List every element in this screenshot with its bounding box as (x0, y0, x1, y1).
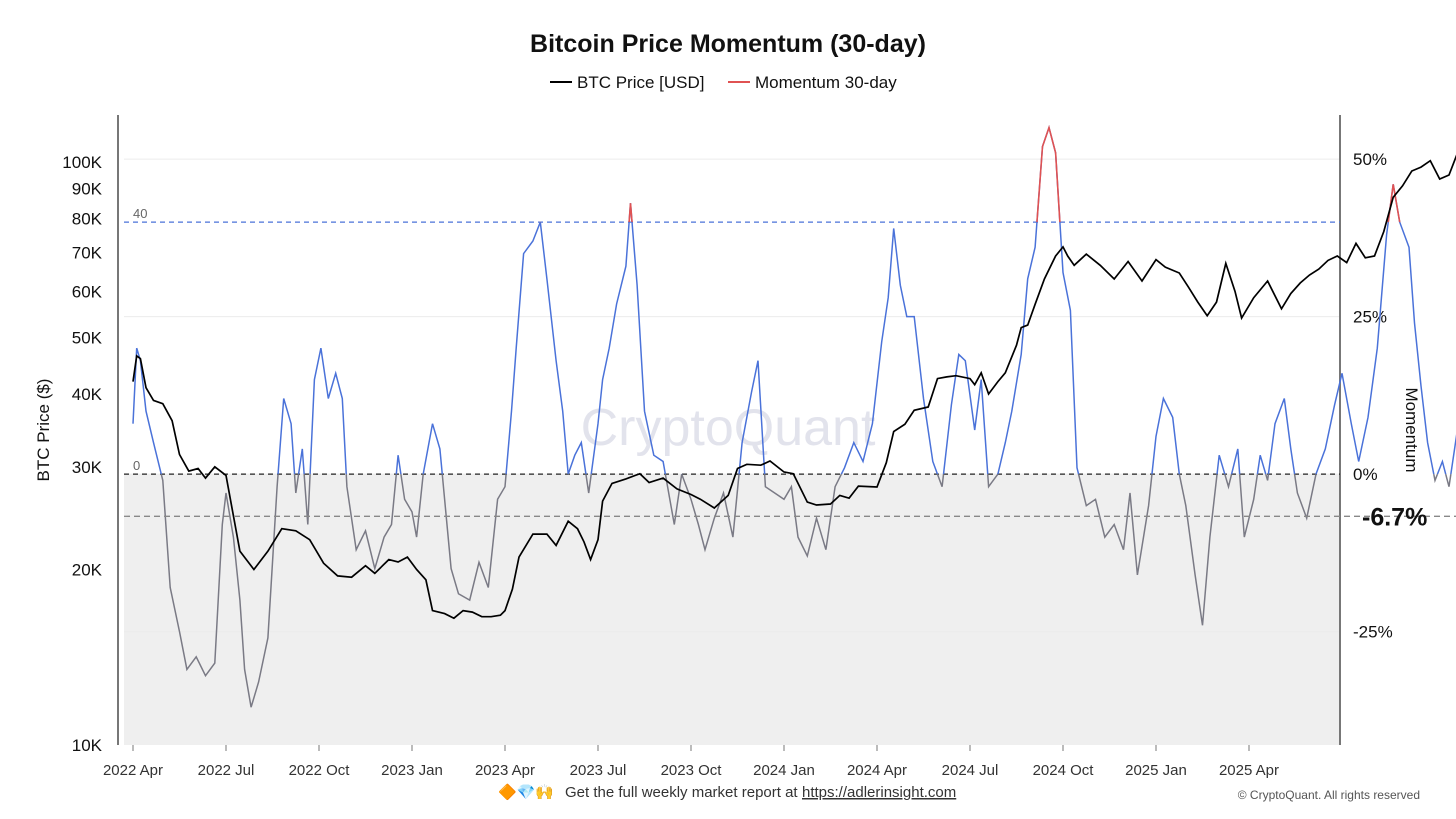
x-tick-label: 2024 Oct (1033, 762, 1095, 779)
chart-title: Bitcoin Price Momentum (30-day) (530, 30, 926, 58)
footer-emoji: 🔶💎🙌 (498, 783, 554, 801)
left-tick-label: 30K (72, 458, 103, 477)
right-axis-ticks: 50% 25% 0% -25% (1353, 150, 1393, 641)
threshold-lines: 40 0 (124, 206, 1340, 475)
x-tick-label: 2022 Jul (198, 762, 255, 779)
x-tick-label: 2024 Apr (847, 762, 907, 779)
left-tick-label: 60K (72, 282, 103, 301)
current-annotation-label: -6.7% (1362, 503, 1427, 531)
right-tick-label: 50% (1353, 150, 1387, 169)
x-tick-label: 2024 Jul (942, 762, 999, 779)
momentum-line-negative (160, 474, 1452, 708)
right-tick-label: -25% (1353, 623, 1393, 642)
left-tick-label: 50K (72, 329, 103, 348)
x-tick-label: 2022 Apr (103, 762, 163, 779)
momentum-series (132, 124, 1456, 708)
x-tick-label: 2023 Oct (661, 762, 723, 779)
left-tick-label: 40K (72, 385, 103, 404)
annotations: 31%-6.7% (124, 503, 1456, 531)
left-tick-label: 20K (72, 560, 103, 579)
gridlines (124, 158, 1340, 633)
footer-text: Get the full weekly market report at (565, 784, 798, 801)
x-tick-label: 2024 Jan (753, 762, 815, 779)
right-tick-label: 25% (1353, 308, 1387, 327)
legend: BTC Price [USD] Momentum 30-day (550, 73, 897, 92)
x-axis-ticks: 2022 Apr 2022 Jul 2022 Oct 2023 Jan 2023 Apr… (103, 745, 1279, 779)
left-tick-label: 80K (72, 209, 103, 228)
x-tick-label: 2023 Jul (570, 762, 627, 779)
x-tick-label: 2023 Apr (475, 762, 535, 779)
btc-price-line (132, 154, 1456, 620)
x-tick-label: 2025 Jan (1125, 762, 1187, 779)
x-tick-label: 2022 Oct (289, 762, 351, 779)
threshold-label: 40 (133, 206, 147, 221)
copyright: © CryptoQuant. All rights reserved (1238, 788, 1420, 802)
left-axis-ticks: 10K 20K 30K 40K 50K 60K 70K 80K 90K 100K (62, 153, 102, 755)
threshold-label: 0 (133, 458, 140, 473)
negative-momentum-area (124, 474, 1340, 745)
legend-momentum-label: Momentum 30-day (755, 73, 897, 92)
footer-link[interactable]: https://adlerinsight.com (802, 784, 956, 801)
left-tick-label: 90K (72, 180, 103, 199)
watermark-text: CryptoQuant (581, 399, 876, 457)
left-tick-label: 10K (72, 736, 103, 755)
left-tick-label: 70K (72, 243, 103, 262)
right-axis-label: Momentum (1402, 387, 1421, 472)
x-tick-label: 2025 Apr (1219, 762, 1279, 779)
watermark: CryptoQuant (581, 399, 876, 457)
footer: 🔶💎🙌 Get the full weekly market report at… (498, 783, 1420, 802)
right-tick-label: 0% (1353, 465, 1378, 484)
x-tick-label: 2023 Jan (381, 762, 443, 779)
left-axis-label: BTC Price ($) (34, 379, 53, 482)
momentum-line-positive (132, 125, 1456, 475)
legend-btc-label: BTC Price [USD] (577, 73, 705, 92)
left-tick-label: 100K (62, 153, 102, 172)
